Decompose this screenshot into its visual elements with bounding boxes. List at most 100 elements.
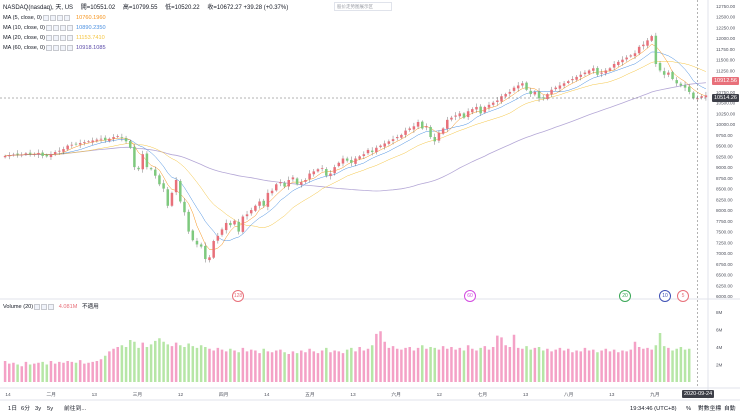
percent-toggle[interactable]: % (686, 406, 692, 412)
event-marker[interactable]: 10 (659, 290, 671, 302)
up-candle (450, 117, 453, 120)
event-marker[interactable]: 5 (677, 290, 689, 302)
up-candle (625, 57, 628, 60)
volume-bar (283, 352, 286, 382)
range-1d[interactable]: 1日 (8, 406, 18, 412)
volume-bar (304, 352, 307, 382)
range-3y[interactable]: 3y (35, 406, 42, 412)
up-candle (425, 126, 428, 128)
volume-bar (516, 347, 520, 382)
volume-bar (679, 347, 683, 382)
volume-bar (24, 361, 28, 382)
up-candle (329, 173, 332, 177)
ma5-legend[interactable]: MA (5, close, 0) 10760.1960 (3, 14, 106, 22)
close-icon[interactable] (59, 44, 66, 51)
volume-bar (358, 347, 361, 382)
eye-icon[interactable] (34, 303, 41, 310)
time-tick-label: 三月 (133, 392, 143, 398)
volume-bar (174, 342, 178, 382)
goto-date-button[interactable]: 前往到... (64, 406, 87, 412)
ma10-value: 10890.2350 (76, 25, 106, 31)
ma60-value: 10918.1085 (76, 45, 106, 51)
ma60-legend[interactable]: MA (60, close, 0) 10918.1085 (3, 44, 106, 52)
up-candle (500, 96, 503, 102)
settings-icon[interactable] (52, 34, 59, 41)
ma5-value: 10760.1960 (76, 15, 106, 21)
price-tick-label: 8500.00 (716, 187, 733, 192)
log-scale-toggle[interactable]: 對數坐標 (698, 406, 722, 412)
event-marker[interactable]: 128 (232, 290, 244, 302)
up-candle (33, 154, 36, 156)
volume-bar (262, 348, 265, 382)
up-candle (587, 70, 591, 74)
down-candle (199, 244, 203, 247)
up-candle (621, 59, 624, 63)
ma20-value: 11153.7410 (76, 35, 105, 41)
close-icon[interactable] (48, 303, 55, 310)
price-tick-label: 11750.00 (716, 47, 735, 52)
volume-bar (395, 348, 399, 382)
down-candle (158, 175, 161, 185)
up-candle (546, 94, 549, 100)
range-6m[interactable]: 6分 (21, 406, 31, 412)
volume-bar (479, 347, 482, 382)
up-candle (504, 94, 507, 97)
down-candle (16, 153, 19, 155)
volume-bar (8, 363, 11, 382)
more-icon[interactable] (66, 44, 73, 51)
up-candle (58, 150, 61, 152)
up-candle (437, 132, 441, 141)
close-icon[interactable] (56, 14, 63, 21)
settings-icon[interactable] (49, 14, 56, 21)
eye-icon[interactable] (45, 44, 52, 51)
up-candle (583, 72, 587, 75)
volume-bar (425, 348, 428, 382)
down-candle (658, 62, 662, 71)
volume-bar (408, 347, 411, 382)
search-input[interactable]: 股价走势图展示区 (334, 2, 392, 11)
up-candle (78, 143, 82, 145)
volume-bar (274, 350, 278, 382)
ma20-legend[interactable]: MA (20, close, 0) 11153.7410 (3, 34, 105, 42)
eye-icon[interactable] (45, 34, 52, 41)
volume-bar (237, 352, 240, 382)
more-icon[interactable] (63, 14, 70, 21)
up-candle (174, 180, 178, 193)
more-icon[interactable] (66, 34, 73, 41)
more-icon[interactable] (66, 24, 73, 31)
volume-legend[interactable]: Volume (20) 4.081M 不適用 (3, 303, 99, 311)
eye-icon[interactable] (42, 14, 49, 21)
price-tick-label: 10250.00 (716, 111, 736, 116)
auto-scale-toggle[interactable]: 自動 (724, 406, 736, 412)
up-candle (646, 40, 649, 46)
event-marker[interactable]: 60 (464, 290, 476, 302)
volume-bar (500, 337, 503, 382)
ma10-legend[interactable]: MA (10, close, 0) 10890.2350 (3, 24, 106, 32)
range-5y[interactable]: 5y (47, 406, 54, 412)
volume-bar (20, 366, 24, 382)
bottom-toolbar: 1日 6分 3y 5y 前往到... 19:34:46 (UTC+8) % 對數… (0, 403, 740, 416)
down-candle (28, 152, 32, 154)
settings-icon[interactable] (52, 24, 59, 31)
volume-bar (404, 347, 407, 382)
volume-extra: 不適用 (81, 304, 99, 310)
close-icon[interactable] (59, 34, 66, 41)
down-candle (654, 35, 658, 64)
up-candle (704, 95, 708, 98)
volume-bar (362, 350, 366, 382)
volume-bar (662, 346, 666, 382)
close-icon[interactable] (59, 24, 66, 31)
up-candle (270, 190, 274, 194)
up-candle (408, 128, 411, 130)
down-candle (675, 80, 678, 84)
event-marker[interactable]: 20 (619, 290, 631, 302)
up-candle (512, 87, 516, 91)
settings-icon[interactable] (41, 303, 48, 310)
up-candle (446, 119, 449, 129)
down-candle (325, 169, 328, 176)
up-candle (112, 137, 115, 139)
volume-bar (241, 347, 245, 382)
settings-icon[interactable] (52, 44, 59, 51)
eye-icon[interactable] (45, 24, 52, 31)
